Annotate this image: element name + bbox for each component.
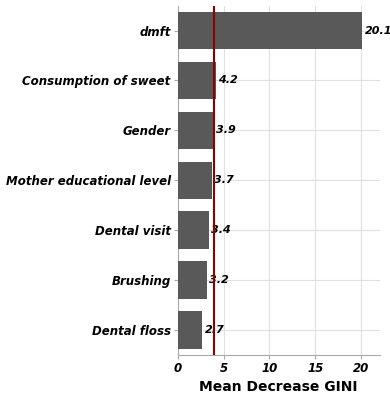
Bar	[177, 162, 212, 199]
Text: 3.4: 3.4	[211, 225, 231, 235]
Text: 20.1: 20.1	[365, 26, 390, 36]
X-axis label: Mean Decrease GINI: Mean Decrease GINI	[199, 380, 358, 394]
Text: 4.2: 4.2	[218, 76, 238, 86]
Bar	[177, 62, 216, 99]
Text: 3.9: 3.9	[216, 125, 236, 135]
Text: 2.7: 2.7	[205, 325, 225, 335]
Text: 3.7: 3.7	[214, 175, 234, 185]
Text: 3.2: 3.2	[209, 275, 229, 285]
Bar	[177, 112, 213, 149]
Bar	[177, 261, 207, 299]
Bar	[177, 212, 209, 249]
Bar	[177, 12, 362, 49]
Bar	[177, 311, 202, 349]
